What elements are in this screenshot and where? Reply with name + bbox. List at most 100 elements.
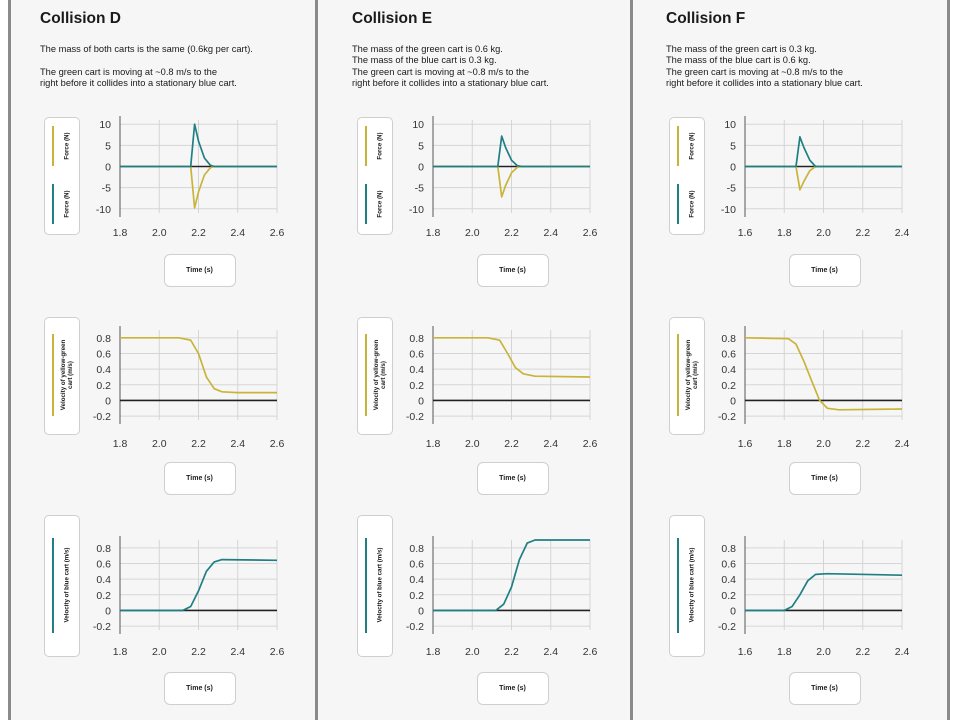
ytick-d-blue-velocity-1: 0.6 [96, 558, 111, 570]
xtick-e-force-1: 2.0 [465, 227, 480, 239]
ylabel-box-d-yellow-green-velocity [44, 317, 80, 435]
xtick-f-yellow-green-velocity-1: 1.8 [777, 438, 792, 450]
xtick-e-blue-velocity-4: 2.6 [583, 646, 598, 658]
xtick-d-force-3: 2.4 [230, 227, 245, 239]
ytick-e-blue-velocity-5: -0.2 [406, 621, 424, 633]
xtick-d-blue-velocity-2: 2.2 [191, 646, 206, 658]
ylabel-box-f-blue-velocity [669, 515, 705, 657]
time-axis-label-f-yellow-green-velocity: Time (s) [788, 462, 861, 495]
legend-swatch-e-yellow-green-velocity-0 [365, 334, 367, 416]
series-line-e-blue-velocity-0 [433, 539, 590, 612]
ytick-f-blue-velocity-1: 0.6 [721, 558, 736, 570]
series-line-d-blue-velocity-0 [120, 558, 278, 612]
collision-e-description: The mass of the green cart is 0.6 kg. Th… [352, 44, 549, 88]
series-line-d-yellow-green-velocity-0 [120, 336, 277, 394]
xtick-f-blue-velocity-3: 2.2 [855, 646, 870, 658]
xtick-f-yellow-green-velocity-0: 1.6 [738, 438, 753, 450]
ytick-e-yellow-green-velocity-4: 0 [418, 395, 424, 407]
time-axis-label-e-force: Time (s) [476, 254, 549, 287]
xtick-f-yellow-green-velocity-2: 2.0 [816, 438, 831, 450]
right-border [947, 0, 950, 720]
xtick-d-blue-velocity-4: 2.6 [270, 646, 285, 658]
xtick-d-blue-velocity-3: 2.4 [230, 646, 245, 658]
xtick-f-yellow-green-velocity-3: 2.2 [855, 438, 870, 450]
xtick-e-force-4: 2.6 [583, 227, 598, 239]
time-axis-label-d-yellow-green-velocity: Time (s) [163, 462, 236, 495]
time-axis-label-e-blue-velocity: Time (s) [476, 672, 549, 705]
ytick-e-yellow-green-velocity-0: 0.8 [409, 333, 424, 345]
legend-swatch-d-yellow-green-velocity-0 [52, 334, 54, 416]
ylabel-box-f-force [669, 117, 705, 235]
xtick-f-force-3: 2.2 [855, 227, 870, 239]
legend-swatch-d-force-1 [52, 183, 54, 225]
legend-swatch-d-blue-velocity-0 [52, 537, 54, 633]
xtick-e-yellow-green-velocity-1: 2.0 [465, 438, 480, 450]
ytick-f-force-3: -5 [727, 183, 736, 195]
time-axis-label-d-blue-velocity: Time (s) [163, 672, 236, 705]
ytick-f-force-1: 5 [730, 140, 736, 152]
xtick-e-force-3: 2.4 [543, 227, 558, 239]
xtick-d-force-4: 2.6 [270, 227, 285, 239]
ytick-d-yellow-green-velocity-1: 0.6 [96, 348, 111, 360]
legend-swatch-e-blue-velocity-0 [365, 537, 367, 633]
ytick-e-blue-velocity-2: 0.4 [409, 574, 424, 586]
ylabel-box-e-blue-velocity [357, 515, 393, 657]
xtick-d-force-0: 1.8 [113, 227, 128, 239]
collision-f-title: Collision F [666, 10, 746, 27]
legend-swatch-f-force-1 [677, 183, 679, 225]
ytick-f-blue-velocity-3: 0.2 [721, 590, 736, 602]
ylabel-box-f-yellow-green-velocity [669, 317, 705, 435]
xtick-e-force-0: 1.8 [426, 227, 441, 239]
ytick-f-blue-velocity-2: 0.4 [721, 574, 736, 586]
ytick-e-force-3: -5 [415, 183, 424, 195]
ytick-f-yellow-green-velocity-2: 0.4 [721, 364, 736, 376]
ytick-e-blue-velocity-0: 0.8 [409, 543, 424, 555]
xtick-f-force-2: 2.0 [816, 227, 831, 239]
xtick-d-force-1: 2.0 [152, 227, 167, 239]
time-axis-label-e-yellow-green-velocity: Time (s) [476, 462, 549, 495]
ytick-e-force-0: 10 [412, 119, 424, 131]
legend-swatch-f-yellow-green-velocity-0 [677, 334, 679, 416]
ytick-d-yellow-green-velocity-0: 0.8 [96, 333, 111, 345]
ytick-e-yellow-green-velocity-2: 0.4 [409, 364, 424, 376]
ytick-d-yellow-green-velocity-4: 0 [105, 395, 111, 407]
xtick-e-force-2: 2.2 [504, 227, 519, 239]
ylabel-box-e-yellow-green-velocity [357, 317, 393, 435]
time-axis-label-f-blue-velocity: Time (s) [788, 672, 861, 705]
series-line-f-force-1 [745, 136, 902, 168]
ytick-f-yellow-green-velocity-5: -0.2 [718, 411, 736, 423]
ytick-f-blue-velocity-5: -0.2 [718, 621, 736, 633]
xtick-d-yellow-green-velocity-1: 2.0 [152, 438, 167, 450]
ytick-d-yellow-green-velocity-3: 0.2 [96, 380, 111, 392]
xtick-f-force-0: 1.6 [738, 227, 753, 239]
ytick-f-blue-velocity-4: 0 [730, 605, 736, 617]
ytick-e-blue-velocity-1: 0.6 [409, 558, 424, 570]
legend-swatch-d-force-0 [52, 125, 54, 167]
ytick-f-yellow-green-velocity-3: 0.2 [721, 380, 736, 392]
collision-d-title: Collision D [40, 10, 121, 27]
ytick-f-force-2: 0 [730, 162, 736, 174]
series-line-f-yellow-green-velocity-0 [744, 336, 903, 411]
ytick-f-yellow-green-velocity-1: 0.6 [721, 348, 736, 360]
ytick-e-yellow-green-velocity-5: -0.2 [406, 411, 424, 423]
xtick-e-blue-velocity-3: 2.4 [543, 646, 558, 658]
xtick-d-yellow-green-velocity-3: 2.4 [230, 438, 245, 450]
legend-swatch-e-force-1 [365, 183, 367, 225]
ytick-e-force-1: 5 [418, 140, 424, 152]
ytick-d-blue-velocity-2: 0.4 [96, 574, 111, 586]
xtick-e-blue-velocity-0: 1.8 [426, 646, 441, 658]
ytick-d-force-1: 5 [105, 140, 111, 152]
ytick-e-force-4: -10 [409, 204, 424, 216]
ytick-d-force-0: 10 [99, 119, 111, 131]
left-border [8, 0, 11, 720]
xtick-d-yellow-green-velocity-0: 1.8 [113, 438, 128, 450]
time-axis-label-d-force: Time (s) [163, 254, 236, 287]
series-line-f-blue-velocity-0 [745, 572, 903, 612]
xtick-e-yellow-green-velocity-0: 1.8 [426, 438, 441, 450]
